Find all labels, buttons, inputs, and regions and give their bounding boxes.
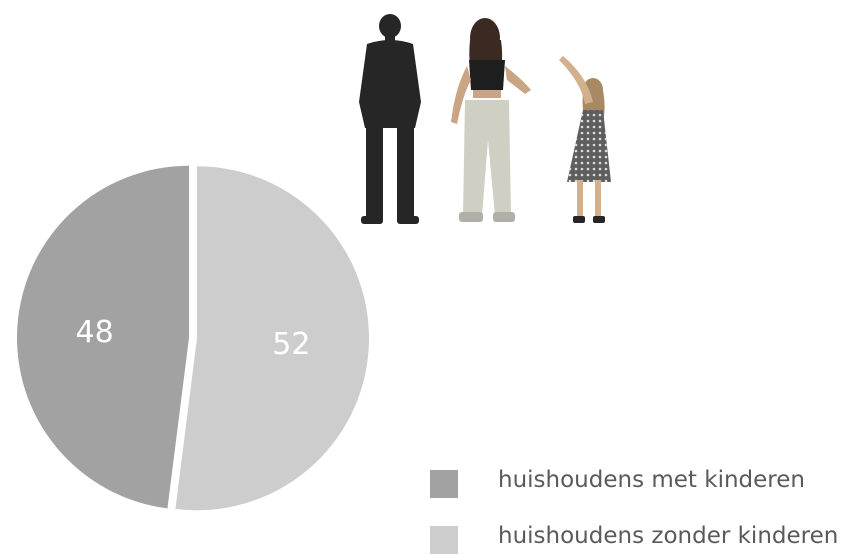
pie-slice-zonder-kinderen [175, 166, 369, 511]
pie-group: 48 52 [17, 165, 369, 511]
data-label-met-kinderen: 48 [76, 315, 114, 350]
pie-slice-met-kinderen [17, 165, 190, 509]
girl-figure [559, 56, 611, 223]
man-figure [359, 14, 421, 224]
legend-swatch-met-kinderen [430, 470, 458, 498]
legend-label-zonder-kinderen: huishoudens zonder kinderen [498, 523, 839, 549]
data-label-zonder-kinderen: 52 [272, 327, 310, 362]
family-photo-image [359, 14, 611, 224]
woman-figure [451, 18, 531, 222]
legend-swatch-zonder-kinderen [430, 526, 458, 554]
legend-label-met-kinderen: huishoudens met kinderen [498, 467, 805, 493]
